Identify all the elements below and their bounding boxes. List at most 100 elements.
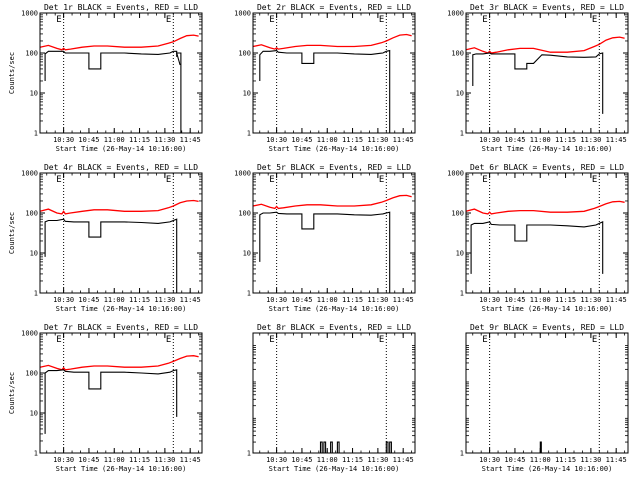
x-tick-label: 11:45 [180,456,201,464]
plot-frame [39,172,203,294]
chart-panel-1: Det 1r BLACK = Events, RED = LLD 1 10 100 10… [8,3,203,153]
plot-frame [39,12,203,134]
x-axis: 10:30 10:45 11:00 11:15 11:30 11:45 [472,173,627,304]
y-axis-label: Counts/sec [8,212,16,254]
y-axis: 1 10 100 1000 [21,330,202,458]
y-axis: 1 [247,345,415,458]
x-tick-label: 11:45 [606,136,627,144]
y-tick-label: 100 [238,50,251,58]
x-tick-label: 11:45 [393,136,414,144]
x-tick-label: 10:30 [266,296,287,304]
x-axis-label: Start Time (26-May-14 10:16:00) [269,465,400,473]
series-events-line [176,52,182,133]
series-events-line [470,221,604,274]
event-marker-label: E [166,15,171,25]
y-tick-label: 10 [243,250,251,258]
series-events-line [44,369,178,434]
event-marker-label: E [379,335,384,345]
y-tick-label: 1000 [21,10,38,18]
event-marker-label: E [269,15,274,25]
x-tick-label: 10:45 [78,136,99,144]
x-tick-label: 11:30 [580,456,601,464]
chart-title: Det 4r BLACK = Events, RED = LLD [44,163,198,172]
y-axis: 1 10 100 1000 [447,10,628,138]
x-axis: 10:30 10:45 11:00 11:15 11:30 11:45 [259,13,414,144]
chart-title: Det 5r BLACK = Events, RED = LLD [257,163,411,172]
chart-title: Det 6r BLACK = Events, RED = LLD [470,163,624,172]
series-events-line [259,211,391,293]
x-tick-label: 11:00 [317,296,338,304]
chart-title: Det 2r BLACK = Events, RED = LLD [257,3,411,12]
x-tick-label: 10:30 [53,456,74,464]
plot-frame [465,332,629,454]
series-events-line [472,52,604,114]
plot-frame [465,12,629,134]
y-axis-label: Counts/sec [8,372,16,414]
y-tick-label: 10 [456,90,464,98]
x-tick-label: 11:15 [129,456,150,464]
y-tick-label: 10 [30,250,38,258]
y-tick-label: 1 [247,130,251,138]
x-axis-label: Start Time (26-May-14 10:16:00) [56,305,187,313]
event-marker-label: E [166,335,171,345]
y-tick-label: 1000 [447,10,464,18]
event-marker-label: E [592,175,597,185]
x-tick-label: 11:30 [367,296,388,304]
x-tick-label: 11:00 [104,136,125,144]
x-axis: 10:30 10:45 11:00 11:15 11:30 11:45 [46,333,201,464]
y-axis: 1 [460,345,628,458]
y-tick-label: 1 [34,130,38,138]
x-tick-label: 11:00 [530,136,551,144]
x-tick-label: 10:30 [53,136,74,144]
chart-panel-4: Det 4r BLACK = Events, RED = LLD 1 10 100 10… [8,163,203,313]
x-tick-label: 11:00 [104,296,125,304]
event-marker-label: E [482,15,487,25]
y-tick-label: 10 [243,90,251,98]
plot-frame [252,12,416,134]
x-tick-label: 11:00 [317,456,338,464]
series-lld-line [252,194,412,210]
y-axis: 1 10 100 1000 [234,170,415,298]
x-tick-label: 10:45 [78,296,99,304]
x-tick-label: 10:30 [479,136,500,144]
x-tick-label: 10:45 [504,136,525,144]
y-tick-label: 1 [247,450,251,458]
y-tick-label: 100 [25,370,38,378]
x-axis: 10:30 10:45 11:00 11:15 11:30 11:45 [259,333,414,464]
x-tick-label: 11:00 [104,456,125,464]
x-tick-label: 10:30 [479,456,500,464]
x-tick-label: 11:15 [342,456,363,464]
series-events-line [44,50,181,81]
x-tick-label: 10:45 [291,136,312,144]
chart-panel-5: Det 5r BLACK = Events, RED = LLD 1 10 100 10… [234,163,416,313]
x-tick-label: 11:00 [530,296,551,304]
x-axis-label: Start Time (26-May-14 10:16:00) [482,305,613,313]
y-axis: 1 10 100 1000 [21,170,202,298]
y-axis: 1 10 100 1000 [447,170,628,298]
y-tick-label: 1 [247,290,251,298]
x-tick-label: 11:45 [606,296,627,304]
event-marker-label: E [269,175,274,185]
plot-frame [39,332,203,454]
chart-title: Det 7r BLACK = Events, RED = LLD [44,323,198,332]
event-marker-label: E [482,175,487,185]
x-tick-label: 10:45 [504,456,525,464]
event-marker-label: E [56,15,61,25]
plot-frame [252,332,416,454]
y-axis: 1 10 100 1000 [21,10,202,138]
x-tick-label: 11:15 [555,296,576,304]
series-events-line [259,49,391,133]
x-tick-label: 11:00 [317,136,338,144]
y-tick-label: 10 [456,250,464,258]
y-tick-label: 1 [460,130,464,138]
series-lld-line [465,200,625,215]
x-tick-label: 11:30 [367,136,388,144]
x-tick-label: 11:45 [606,456,627,464]
x-tick-label: 11:15 [129,136,150,144]
y-tick-label: 10 [30,410,38,418]
x-tick-label: 11:45 [393,456,414,464]
x-tick-label: 11:45 [180,136,201,144]
x-tick-label: 11:30 [154,136,175,144]
x-tick-label: 10:30 [479,296,500,304]
